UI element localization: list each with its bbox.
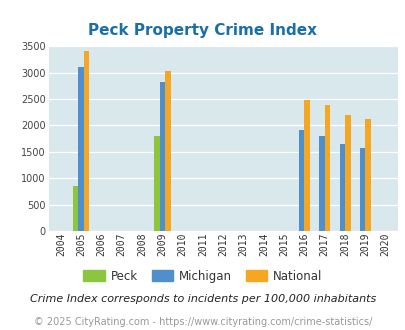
Bar — [324, 105, 330, 231]
Bar — [84, 51, 89, 231]
Legend: Peck, Michigan, National: Peck, Michigan, National — [79, 265, 326, 287]
Bar — [159, 82, 165, 231]
Bar — [344, 115, 350, 231]
Bar — [154, 136, 159, 231]
Bar — [73, 186, 78, 231]
Bar — [304, 100, 309, 231]
Bar — [364, 119, 370, 231]
Text: Peck Property Crime Index: Peck Property Crime Index — [88, 23, 317, 38]
Bar — [339, 145, 344, 231]
Bar — [165, 71, 170, 231]
Bar — [319, 136, 324, 231]
Text: © 2025 CityRating.com - https://www.cityrating.com/crime-statistics/: © 2025 CityRating.com - https://www.city… — [34, 317, 371, 327]
Bar — [298, 130, 304, 231]
Text: Crime Index corresponds to incidents per 100,000 inhabitants: Crime Index corresponds to incidents per… — [30, 294, 375, 304]
Bar — [78, 67, 84, 231]
Bar — [359, 148, 364, 231]
